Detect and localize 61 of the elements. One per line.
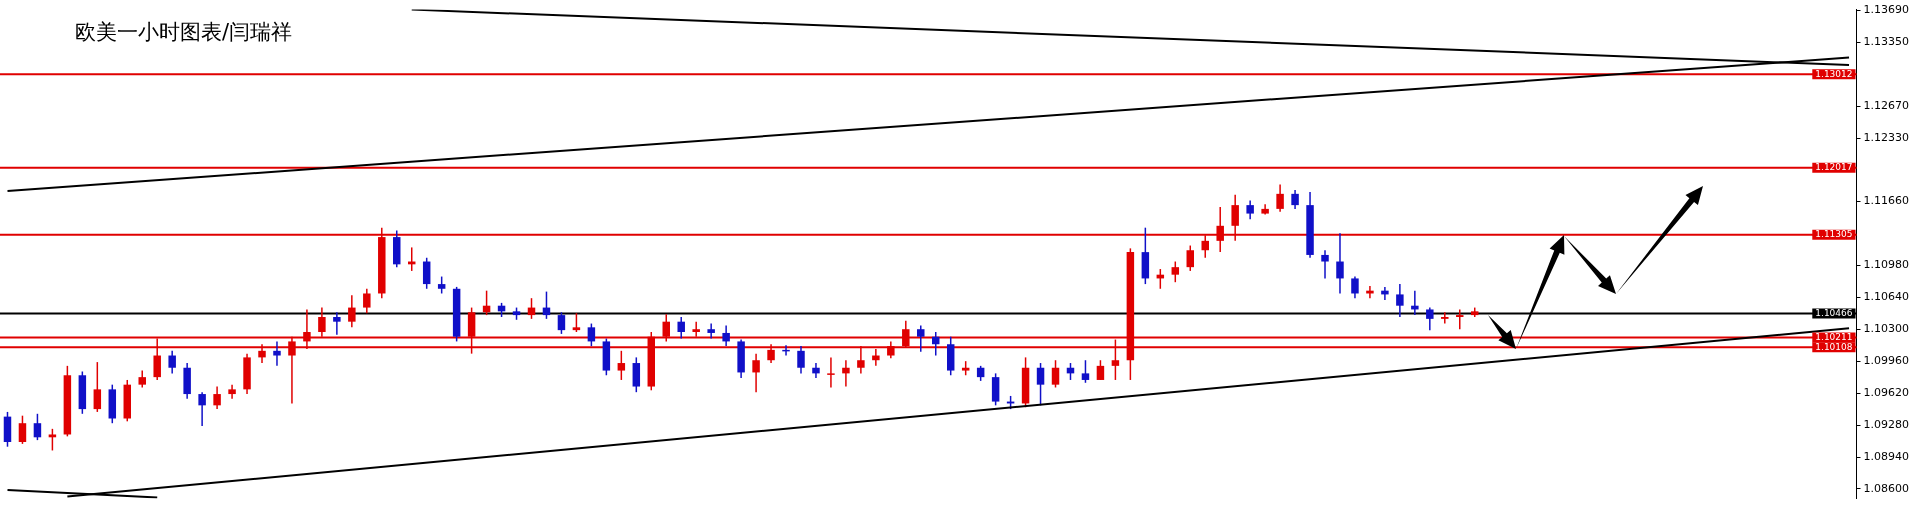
candlestick [1051, 359, 1060, 389]
ref-line-label: 1.12017 [1815, 162, 1853, 173]
y-tick-label: 1.10640 [1863, 290, 1910, 304]
y-tick-label: 1.13350 [1863, 35, 1910, 49]
candlestick [1396, 283, 1404, 318]
candlestick [93, 361, 102, 413]
candlestick [1336, 232, 1344, 295]
candlestick [752, 352, 760, 393]
candlestick [1426, 306, 1434, 331]
candlestick [617, 350, 626, 381]
candlestick [1291, 189, 1299, 210]
y-tick-label: 1.08940 [1863, 449, 1910, 463]
text: 欧美一小时图表/闫瑞祥 [75, 19, 293, 46]
y-tick-label: 1.08600 [1863, 481, 1910, 495]
ref-line-label: 1.10466 [1815, 307, 1853, 318]
candlestick [48, 428, 57, 452]
y-tick-label: 1.12670 [1863, 99, 1910, 113]
y-tick-label: 1.10980 [1863, 258, 1910, 272]
candlestick [1036, 362, 1045, 407]
candlestick [422, 257, 431, 290]
candlestick [842, 359, 850, 388]
candlestick [827, 356, 835, 389]
candlestick [572, 312, 581, 333]
candlestick [1186, 244, 1195, 272]
candlestick [632, 356, 641, 393]
candlestick [18, 414, 27, 445]
candlestick [707, 322, 715, 340]
ref-line-label: 1.10211 [1815, 331, 1853, 342]
candlestick [1456, 308, 1464, 330]
candlestick [1081, 359, 1090, 384]
candlestick [587, 322, 596, 347]
candlestick [1246, 199, 1254, 220]
candlestick [213, 385, 221, 410]
y-tick-label: 1.09620 [1863, 385, 1910, 399]
candlestick [348, 294, 356, 329]
candlestick [1351, 275, 1359, 299]
candlestick [363, 288, 371, 314]
y-tick-label: 1.09280 [1863, 417, 1910, 431]
candlestick [198, 391, 206, 427]
y-tick-label: 1.13690 [1863, 3, 1910, 17]
y-tick-label: 1.11660 [1863, 194, 1910, 208]
candlestick [722, 324, 730, 347]
candlestick [1171, 260, 1180, 283]
candlestick [917, 324, 925, 353]
candlestick [797, 345, 805, 375]
candlestick [1276, 183, 1284, 213]
candlestick [168, 350, 176, 375]
candlestick [1096, 359, 1105, 381]
candlestick [1441, 311, 1449, 325]
ref-line-label: 1.13012 [1815, 68, 1853, 79]
y-tick-label: 1.09960 [1863, 354, 1910, 368]
ref-line-label: 1.11305 [1815, 229, 1853, 240]
candlestick [677, 316, 685, 340]
y-tick-label: 1.10300 [1863, 322, 1910, 336]
candlestick [557, 311, 566, 335]
candlestick [273, 340, 281, 367]
candlestick [333, 311, 341, 336]
candlestick [33, 413, 42, 441]
y-tick-label: 1.12330 [1863, 131, 1910, 145]
candlestick [1321, 249, 1329, 280]
ref-line-label: 1.10108 [1815, 341, 1853, 352]
